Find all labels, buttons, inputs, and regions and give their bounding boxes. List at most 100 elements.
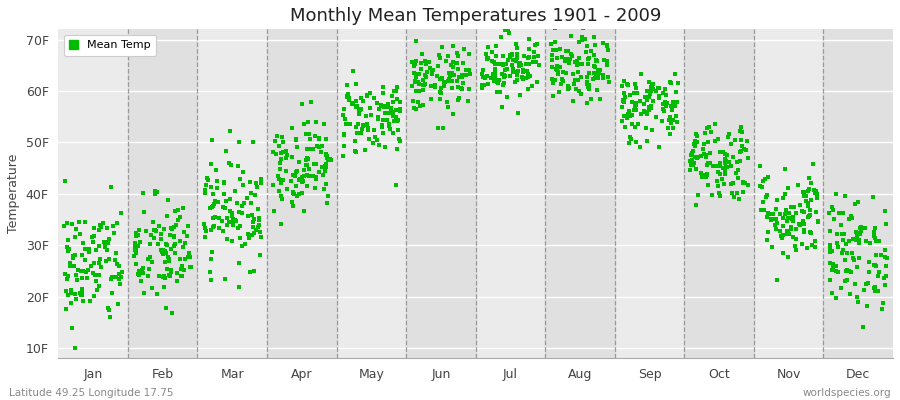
Point [624,136,638,142]
Point [623,91,637,98]
Point [68,252,82,258]
Point [774,233,788,240]
Point [569,85,583,92]
Point [829,263,843,270]
Point [428,84,442,90]
Point [850,294,864,300]
Point [152,273,166,279]
Point [148,190,162,197]
Point [628,107,643,113]
Point [776,222,790,229]
Point [719,164,733,170]
Point [710,169,724,175]
Point [580,81,594,88]
Point [171,217,185,223]
Point [664,106,679,113]
Point [154,236,168,242]
Point [741,182,755,188]
Point [311,134,326,141]
Point [600,47,615,53]
Point [823,249,837,256]
Point [254,180,268,187]
Point [143,232,157,238]
Point [223,161,238,168]
Point [382,120,397,127]
Point [689,133,704,140]
Point [788,243,803,249]
Point [591,75,606,82]
Point [173,256,187,262]
Point [569,77,583,84]
Point [157,284,171,290]
Point [860,302,874,309]
Point [509,22,524,28]
Point [339,82,354,88]
Point [377,144,392,150]
Point [319,160,333,167]
Point [220,215,235,221]
Point [867,233,881,239]
Point [578,36,592,43]
Point [313,148,328,155]
Point [669,89,683,96]
Point [615,118,629,124]
Point [721,134,735,140]
Point [580,79,595,86]
Point [151,241,166,247]
Point [289,182,303,189]
Point [487,59,501,65]
Point [289,137,303,144]
Point [130,243,145,249]
Point [592,70,607,76]
Point [241,213,256,219]
Point [302,166,317,172]
Point [133,238,148,245]
Point [626,90,641,96]
Point [724,140,738,147]
Point [702,124,716,130]
Point [616,97,631,103]
Point [129,230,143,237]
Point [232,208,247,215]
Point [78,269,93,276]
Point [776,250,790,256]
Point [824,247,839,254]
Point [500,94,514,100]
Point [628,105,643,111]
Point [711,136,725,142]
Point [638,109,652,115]
Point [700,170,715,177]
Point [621,111,635,117]
Point [496,81,510,88]
Point [175,273,189,279]
Point [670,98,684,105]
Point [91,260,105,266]
Point [274,150,289,156]
Point [869,263,884,269]
Point [359,121,374,128]
Point [299,162,313,168]
Point [662,114,677,120]
Point [60,248,75,254]
Point [216,204,230,210]
Point [129,261,143,268]
Point [869,252,884,258]
Point [601,73,616,80]
Point [411,88,426,94]
Point [351,121,365,127]
Point [668,71,682,77]
Point [451,84,465,90]
Point [509,45,524,52]
Point [208,214,222,220]
Point [792,220,806,227]
Point [588,64,602,71]
Point [197,234,211,240]
Point [725,190,740,196]
Point [642,78,656,85]
Point [823,249,837,255]
Point [495,71,509,77]
Point [718,151,733,158]
Point [552,71,566,77]
Point [726,180,741,186]
Point [198,189,212,196]
